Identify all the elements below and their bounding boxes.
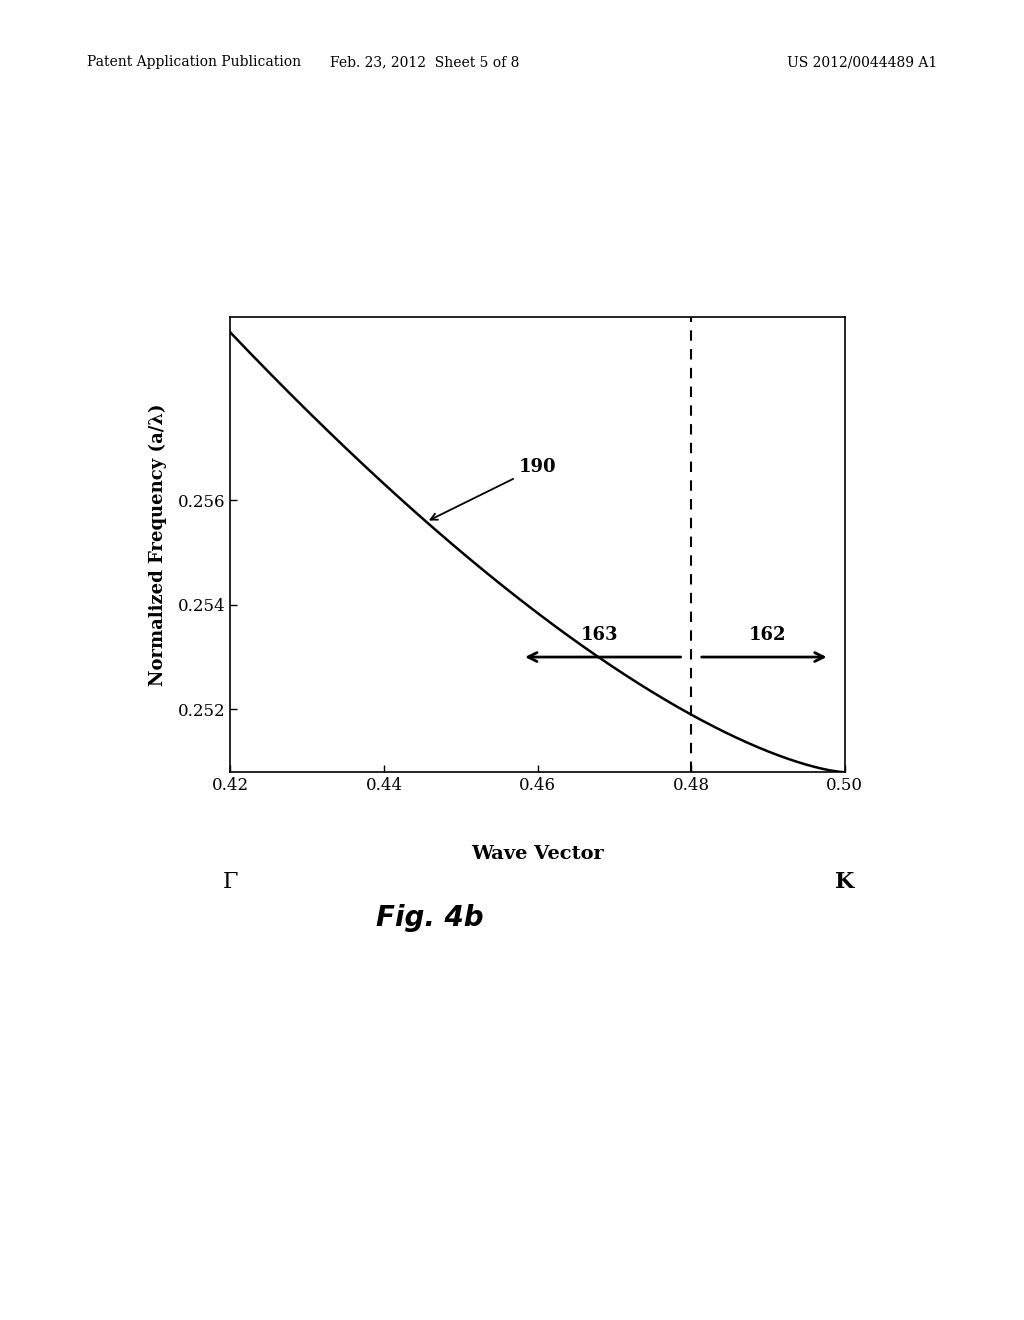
Text: 190: 190	[430, 458, 556, 520]
Text: Wave Vector: Wave Vector	[471, 845, 604, 863]
Text: Fig. 4b: Fig. 4b	[376, 904, 484, 932]
Text: Γ: Γ	[222, 871, 239, 894]
Text: Feb. 23, 2012  Sheet 5 of 8: Feb. 23, 2012 Sheet 5 of 8	[331, 55, 519, 70]
Text: Patent Application Publication: Patent Application Publication	[87, 55, 301, 70]
Text: K: K	[836, 871, 854, 894]
Text: US 2012/0044489 A1: US 2012/0044489 A1	[786, 55, 937, 70]
Y-axis label: Normalized Frequency (a/λ): Normalized Frequency (a/λ)	[148, 403, 167, 686]
Text: 163: 163	[581, 626, 617, 644]
Text: 162: 162	[750, 626, 786, 644]
